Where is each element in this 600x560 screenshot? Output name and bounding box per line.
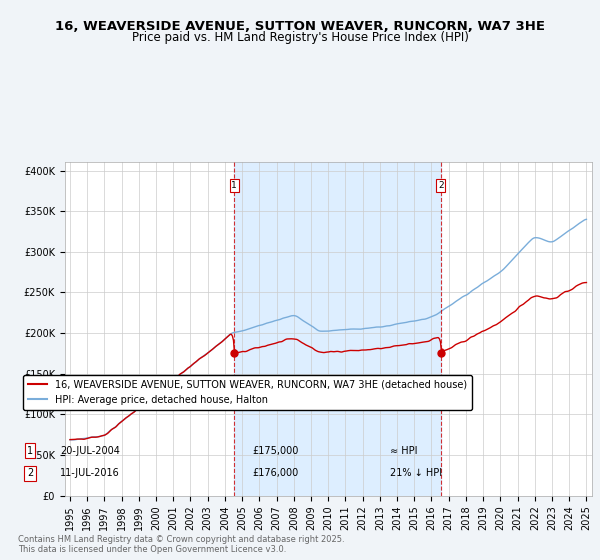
Text: 11-JUL-2016: 11-JUL-2016 xyxy=(60,468,120,478)
Text: 1: 1 xyxy=(232,181,237,190)
Text: Contains HM Land Registry data © Crown copyright and database right 2025.
This d: Contains HM Land Registry data © Crown c… xyxy=(18,535,344,554)
Text: 2: 2 xyxy=(27,468,33,478)
Text: 21% ↓ HPI: 21% ↓ HPI xyxy=(390,468,442,478)
Text: 2: 2 xyxy=(438,181,443,190)
Text: 1: 1 xyxy=(27,446,33,456)
Text: 16, WEAVERSIDE AVENUE, SUTTON WEAVER, RUNCORN, WA7 3HE: 16, WEAVERSIDE AVENUE, SUTTON WEAVER, RU… xyxy=(55,20,545,32)
Text: ≈ HPI: ≈ HPI xyxy=(390,446,418,456)
Text: 20-JUL-2004: 20-JUL-2004 xyxy=(60,446,120,456)
Text: Price paid vs. HM Land Registry's House Price Index (HPI): Price paid vs. HM Land Registry's House … xyxy=(131,31,469,44)
Legend: 16, WEAVERSIDE AVENUE, SUTTON WEAVER, RUNCORN, WA7 3HE (detached house), HPI: Av: 16, WEAVERSIDE AVENUE, SUTTON WEAVER, RU… xyxy=(23,375,472,409)
Bar xyxy=(234,162,441,496)
Text: £175,000: £175,000 xyxy=(252,446,298,456)
Text: £176,000: £176,000 xyxy=(252,468,298,478)
